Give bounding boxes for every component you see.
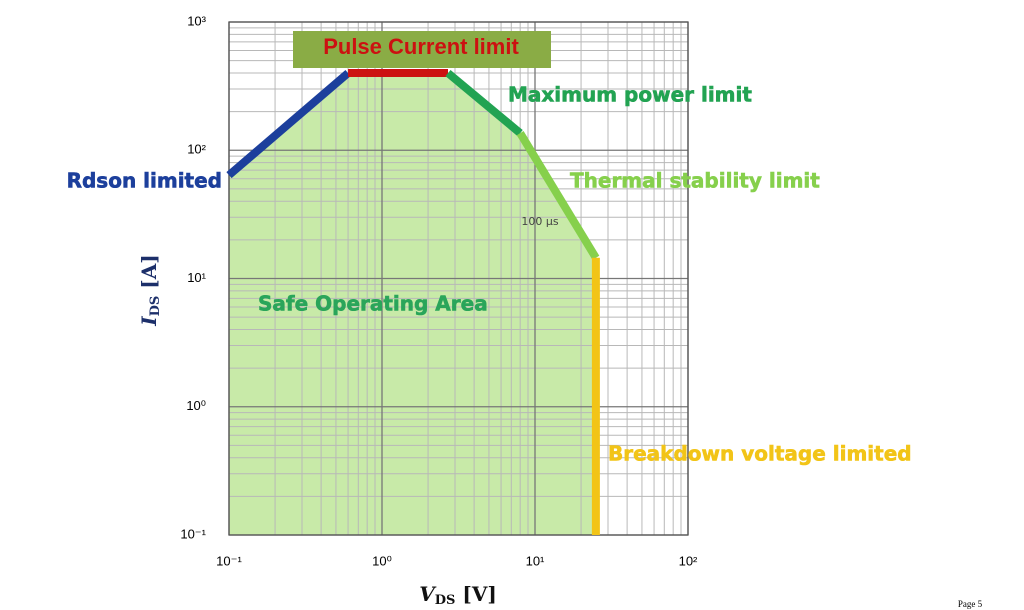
x-tick-label: 10⁰ <box>372 553 392 568</box>
limit-line <box>516 131 600 260</box>
y-axis-label: IDS [A] <box>137 254 163 326</box>
x-tick-label: 10⁻¹ <box>216 553 242 568</box>
limit-line <box>226 69 351 179</box>
x-tick-label: 10² <box>679 553 698 568</box>
x-axis-label-part: DS <box>435 593 456 608</box>
x-tick-label: 10¹ <box>526 553 545 568</box>
y-tick-label: 10⁻¹ <box>180 526 206 541</box>
area-label: Safe Operating Area <box>258 292 488 316</box>
y-tick-label: 10¹ <box>187 270 206 285</box>
x-axis-label-part: V <box>419 582 437 606</box>
y-tick-label: 10⁰ <box>186 398 206 413</box>
series-label: Maximum power limit <box>508 83 752 107</box>
plot-frame <box>228 21 689 536</box>
y-tick-label: 10² <box>187 142 206 157</box>
y-axis-label-part: I <box>137 316 161 327</box>
series-label: Rdson limited <box>67 169 222 193</box>
x-axis-label-part: [V] <box>455 582 496 606</box>
series-label: Breakdown voltage limited <box>608 442 912 466</box>
annotation: 100 µs <box>521 215 558 228</box>
series-label: Thermal stability limit <box>570 169 820 193</box>
label-box <box>293 31 551 68</box>
y-tick-label: 10³ <box>187 13 206 28</box>
page-footer: Page 5 <box>958 599 983 609</box>
x-axis-label: VDS [V] <box>419 582 497 608</box>
limit-line <box>445 69 523 137</box>
series-label: Pulse Current limit <box>323 34 519 59</box>
y-axis-label-part: DS <box>148 296 163 317</box>
y-axis-label-part: [A] <box>137 254 161 295</box>
